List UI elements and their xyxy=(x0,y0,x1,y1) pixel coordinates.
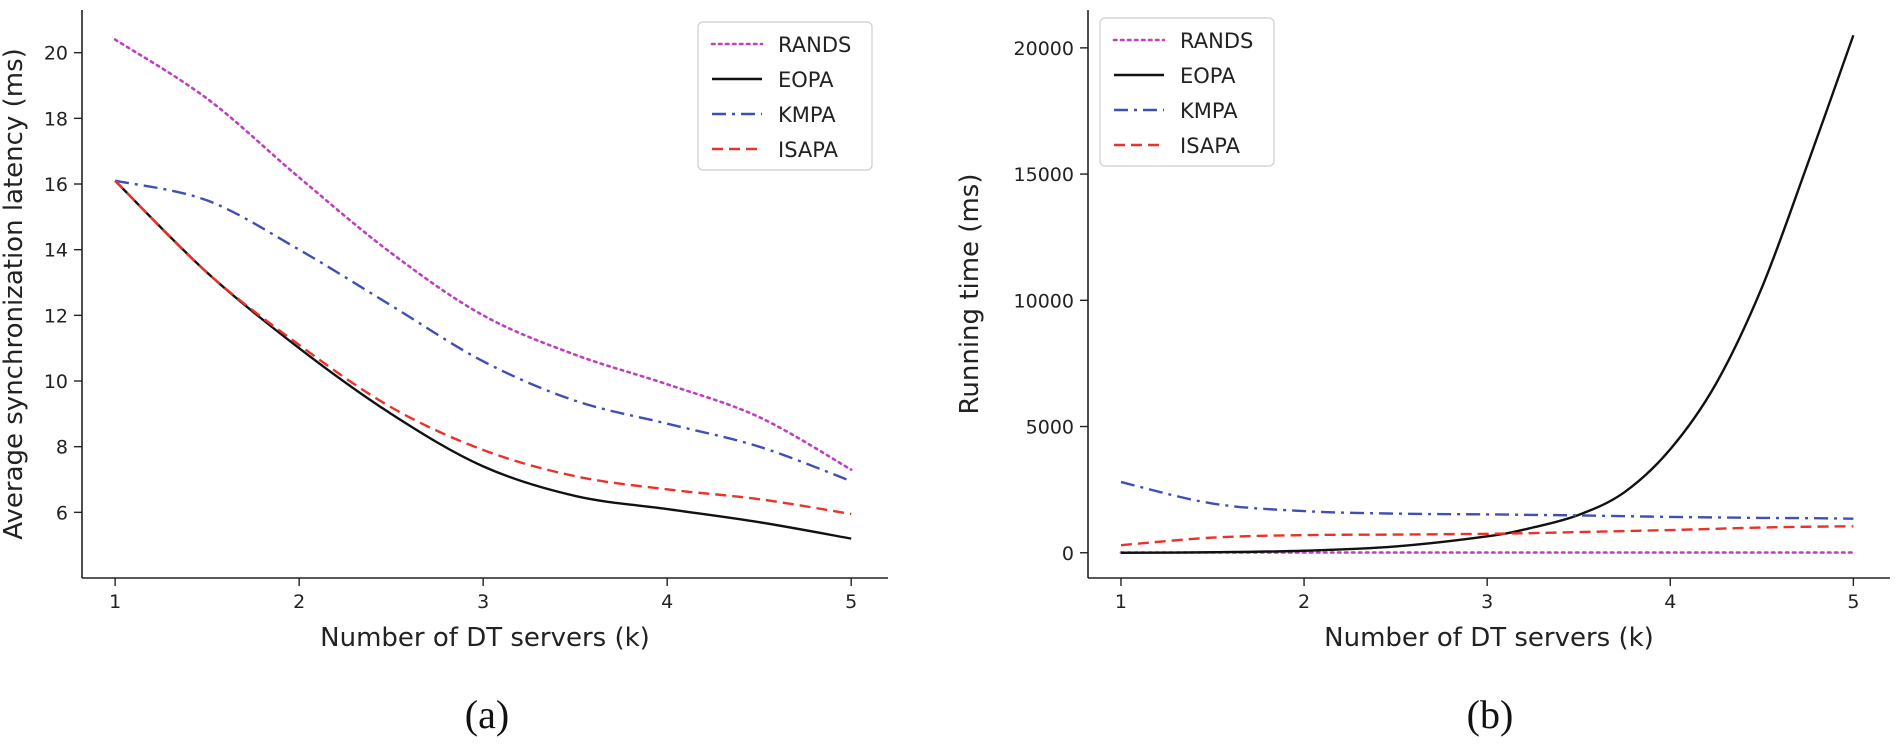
x-axis-label: Number of DT servers (k) xyxy=(320,623,650,653)
y-tick-label: 16 xyxy=(44,174,68,196)
legend-label-eopa: EOPA xyxy=(1180,64,1236,88)
y-tick-label: 18 xyxy=(44,108,68,130)
panel-caption: (b) xyxy=(1467,692,1514,737)
series-line-isapa xyxy=(114,179,852,516)
y-tick-label: 10 xyxy=(44,371,68,393)
y-tick-label: 10000 xyxy=(1014,290,1074,312)
legend-label-isapa: ISAPA xyxy=(778,138,839,162)
legend-label-eopa: EOPA xyxy=(778,68,834,92)
legend-label-isapa: ISAPA xyxy=(1180,134,1241,158)
series-line-eopa xyxy=(1120,34,1855,554)
y-tick-label: 5000 xyxy=(1026,417,1074,439)
chart-panel-b: 1 2 3 4 5 0 5000 10000 15000 20000 Number of DT se… xyxy=(955,10,1890,737)
x-tick-label: 5 xyxy=(1847,591,1859,613)
series-line-rands xyxy=(113,38,853,471)
y-tick-label: 0 xyxy=(1062,543,1074,565)
x-tick-label: 4 xyxy=(1664,591,1676,613)
x-tick-label: 2 xyxy=(1298,591,1310,613)
x-tick-label: 3 xyxy=(1481,591,1493,613)
x-tick-label: 5 xyxy=(845,591,857,613)
legend-label-rands: RANDS xyxy=(778,33,851,57)
series-line-isapa xyxy=(1120,525,1854,547)
legend: RANDS EOPA KMPA ISAPA xyxy=(697,21,873,171)
x-tick-label: 1 xyxy=(109,591,121,613)
series-line-kmpa xyxy=(114,179,852,483)
x-tick-label: 3 xyxy=(477,591,489,613)
series-line-kmpa xyxy=(1120,480,1854,520)
x-tick-label: 1 xyxy=(1115,591,1127,613)
y-axis-label: Average synchronization latency (ms) xyxy=(0,48,29,540)
legend-box xyxy=(697,21,873,171)
y-tick-label: 8 xyxy=(56,437,68,459)
legend: RANDS EOPA KMPA ISAPA xyxy=(1099,17,1275,167)
y-axis-label: Running time (ms) xyxy=(955,174,985,415)
legend-label-rands: RANDS xyxy=(1180,29,1253,53)
x-tick-label: 2 xyxy=(293,591,305,613)
y-tick-label: 14 xyxy=(44,240,68,262)
legend-label-kmpa: KMPA xyxy=(778,103,836,127)
y-tick-label: 20000 xyxy=(1014,38,1074,60)
y-tick-label: 20 xyxy=(44,43,68,65)
x-axis-label: Number of DT servers (k) xyxy=(1324,623,1654,653)
y-tick-label: 12 xyxy=(44,305,68,327)
y-tick-label: 6 xyxy=(56,502,68,524)
x-tick-label: 4 xyxy=(661,591,673,613)
y-tick-label: 15000 xyxy=(1014,164,1074,186)
legend-box xyxy=(1099,17,1275,167)
legend-label-kmpa: KMPA xyxy=(1180,99,1238,123)
panel-caption: (a) xyxy=(465,692,509,737)
series-line-eopa xyxy=(114,179,852,540)
